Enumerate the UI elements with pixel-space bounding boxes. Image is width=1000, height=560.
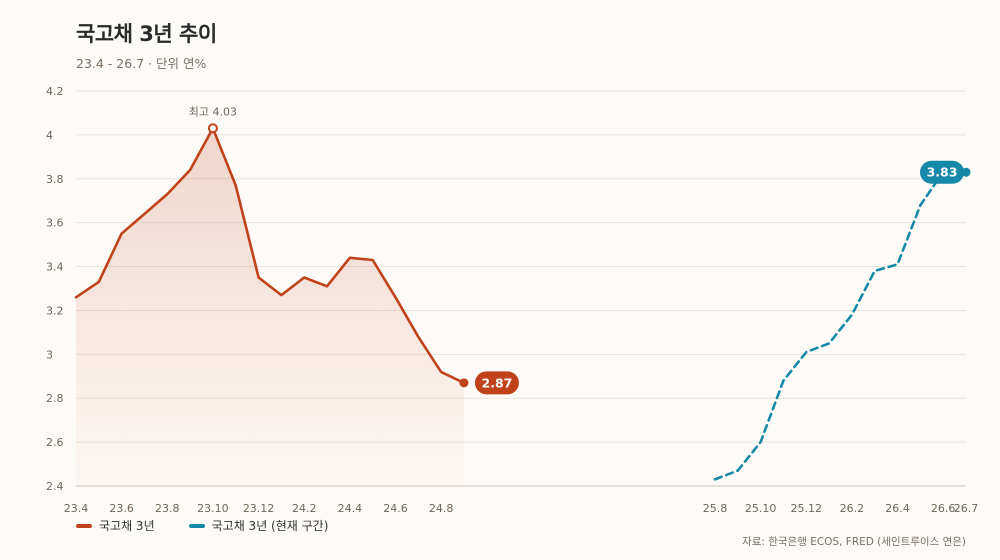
legend-swatch-historical xyxy=(76,523,92,528)
axes: 2.4 2.6 2.8 3 3.2 3.4 3.6 3.8 4 4.2 23.4 23.6 23.8 23… xyxy=(46,85,978,515)
y-tick-label: 2.4 xyxy=(46,480,64,493)
end-point-marker xyxy=(459,378,469,388)
y-tick-label: 3 xyxy=(46,348,53,361)
legend-item-current: 국고채 3년 (현재 구간) xyxy=(188,517,329,534)
series-lines xyxy=(74,127,968,481)
x-tick-label: 23.4 xyxy=(64,502,89,515)
legend: 국고채 3년 국고채 3년 (현재 구간) xyxy=(76,517,328,534)
x-tick-label: 23.12 xyxy=(243,502,275,515)
x-tick-label: 26.4 xyxy=(885,502,910,515)
y-tick-label: 4 xyxy=(46,129,53,142)
x-tick-label: 24.2 xyxy=(292,502,317,515)
series-line-historical xyxy=(74,127,466,385)
x-tick-label: 25.12 xyxy=(791,502,823,515)
peak-marker xyxy=(207,123,218,134)
x-tick-label: 25.8 xyxy=(703,502,728,515)
y-tick-label: 3.8 xyxy=(46,173,64,186)
y-tick-label: 3.6 xyxy=(46,217,64,230)
legend-item-historical: 국고채 3년 xyxy=(76,517,155,534)
y-tick-label: 2.6 xyxy=(46,436,64,449)
chart-subtitle: 23.4 - 26.7 · 단위 연% xyxy=(76,56,207,71)
area-fill-historical xyxy=(76,128,464,487)
area-fill xyxy=(76,128,464,487)
x-tick-label: 26.6 xyxy=(931,502,956,515)
x-tick-label: 23.6 xyxy=(109,502,134,515)
x-tick-label: 24.8 xyxy=(429,502,454,515)
legend-label-historical: 국고채 3년 xyxy=(99,519,155,533)
y-tick-label: 2.8 xyxy=(46,392,64,405)
source-note: 자료: 한국은행 ECOS, FRED (세인트루이스 연은) xyxy=(742,536,966,548)
x-tick-label: 26.2 xyxy=(840,502,865,515)
x-tick-label: 25.10 xyxy=(745,502,777,515)
end-value-badge xyxy=(920,160,964,184)
peak-annotation: 최고 4.03 xyxy=(189,105,237,118)
y-tick-label: 3.2 xyxy=(46,304,64,317)
end-value-badge xyxy=(474,371,519,395)
y-tick-label: 4.2 xyxy=(46,85,64,98)
end-value-label: 2.87 xyxy=(482,375,513,390)
y-tick-label: 3.4 xyxy=(46,261,64,274)
x-tick-label: 24.4 xyxy=(338,502,363,515)
x-tick-label: 23.8 xyxy=(155,502,180,515)
x-tick-label: 24.6 xyxy=(383,502,408,515)
data-labels: 2.87 3.83 최고 4.03 xyxy=(189,105,971,395)
legend-swatch-current xyxy=(188,523,205,528)
chart-title: 국고채 3년 추이 xyxy=(76,22,217,46)
end-value-label: 3.83 xyxy=(927,165,958,180)
legend-label-current: 국고채 3년 (현재 구간) xyxy=(211,519,329,533)
x-tick-label: 23.10 xyxy=(197,502,229,515)
x-tick-label: 26.7 xyxy=(954,502,979,515)
series-line-current xyxy=(713,170,968,481)
